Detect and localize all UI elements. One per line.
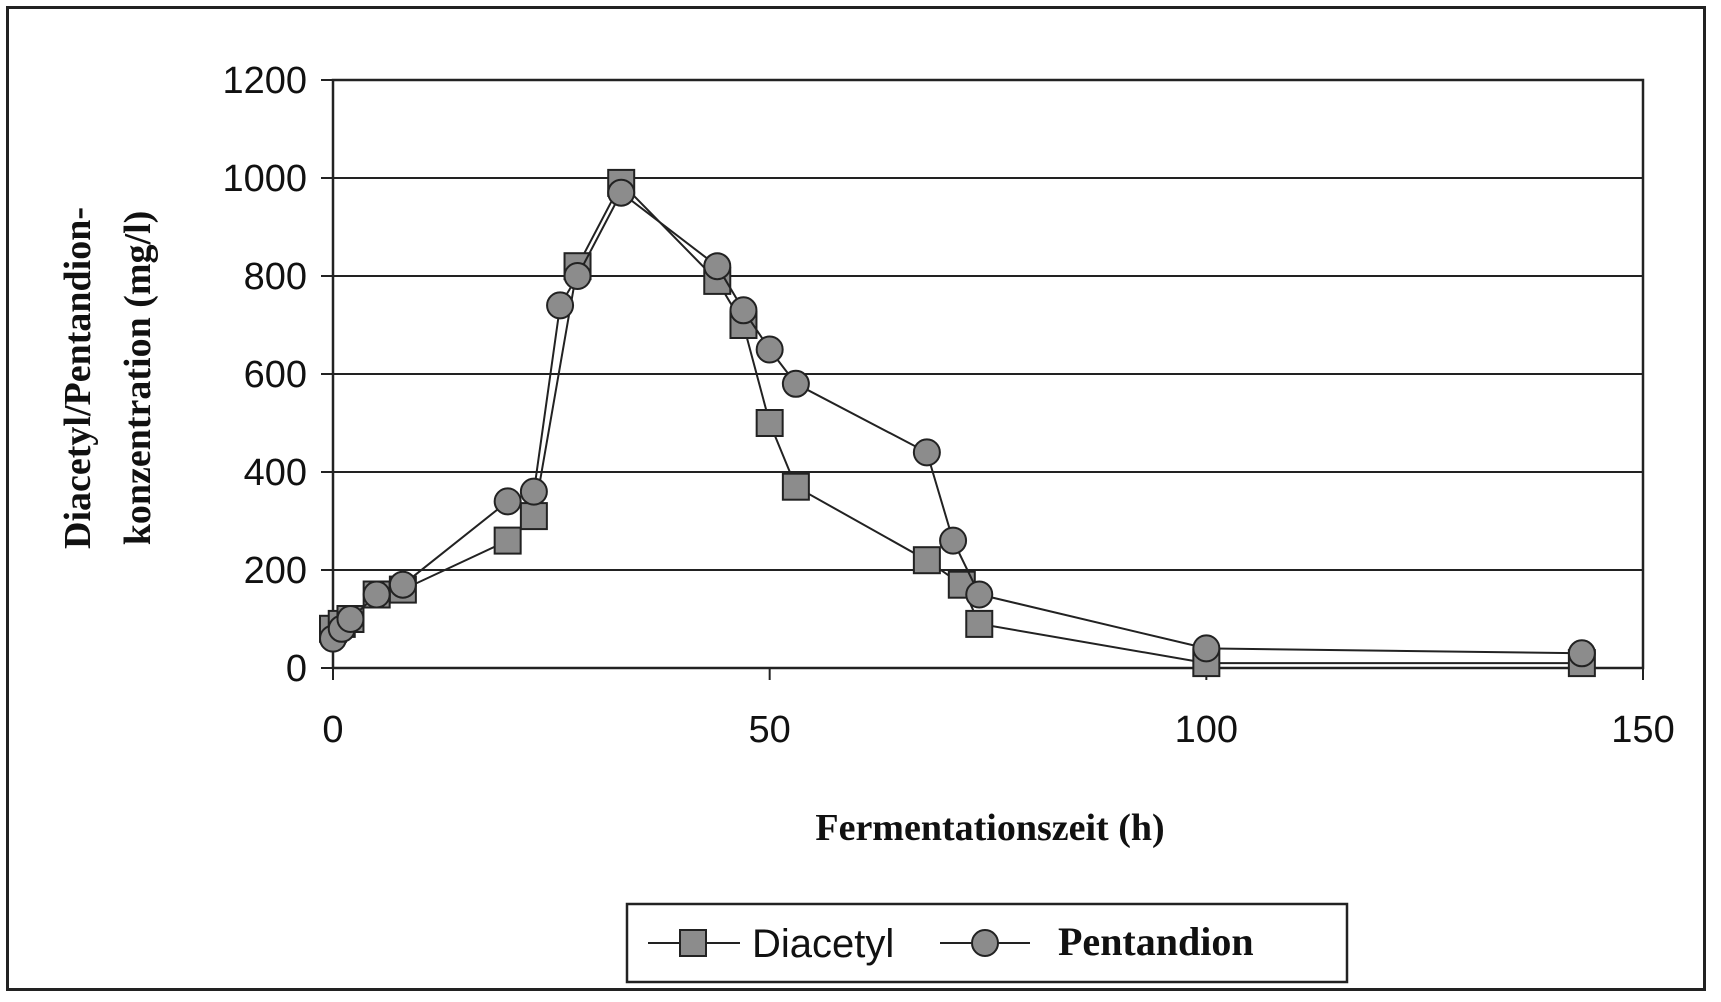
y-axis-title-line1: Diacetyl/Pentandion- [57, 207, 99, 549]
data-point-pentandion [364, 582, 390, 608]
y-tick-label: 400 [244, 452, 307, 494]
data-point-pentandion [1569, 640, 1595, 666]
data-point-pentandion [547, 292, 573, 318]
y-tick-label: 1000 [222, 158, 307, 200]
data-point-pentandion [521, 479, 547, 505]
data-point-diacetyl [495, 528, 521, 554]
y-tick-label: 1200 [222, 60, 307, 102]
data-point-pentandion [783, 371, 809, 397]
data-point-pentandion [390, 572, 416, 598]
data-point-diacetyl [914, 547, 940, 573]
x-axis-title: Fermentationszeit (h) [815, 807, 1164, 849]
y-tick-label: 600 [244, 354, 307, 396]
data-point-pentandion [757, 337, 783, 363]
y-tick-label: 200 [244, 550, 307, 592]
data-point-diacetyl [757, 410, 783, 436]
data-point-pentandion [1193, 635, 1219, 661]
data-point-diacetyl [521, 503, 547, 529]
legend-marker-diacetyl [680, 930, 706, 956]
x-tick-label: 150 [1611, 709, 1674, 751]
x-tick-label: 100 [1175, 709, 1238, 751]
legend-label-diacetyl: Diacetyl [752, 922, 894, 966]
data-point-pentandion [608, 180, 634, 206]
x-axis-ticks: 0 50 100 150 [322, 668, 1674, 751]
legend-marker-pentandion [972, 930, 998, 956]
data-point-pentandion [495, 488, 521, 514]
x-tick-label: 0 [322, 709, 343, 751]
y-tick-label: 0 [286, 648, 307, 690]
legend: Diacetyl Pentandion [627, 904, 1347, 982]
series-layer [320, 170, 1595, 676]
data-point-pentandion [914, 439, 940, 465]
y-axis-title-line2: konzentration (mg/l) [117, 211, 159, 546]
data-point-pentandion [940, 528, 966, 554]
series-diacetyl [320, 170, 1595, 676]
data-point-diacetyl [783, 474, 809, 500]
legend-label-pentandion: Pentandion [1058, 919, 1254, 964]
data-point-pentandion [565, 263, 591, 289]
x-tick-label: 50 [749, 709, 791, 751]
data-point-pentandion [704, 253, 730, 279]
y-tick-label: 800 [244, 256, 307, 298]
data-point-diacetyl [966, 611, 992, 637]
data-point-pentandion [966, 582, 992, 608]
y-axis-ticks: 0 200 400 600 800 1000 1200 [222, 60, 333, 690]
data-point-pentandion [337, 606, 363, 632]
data-point-pentandion [730, 297, 756, 323]
